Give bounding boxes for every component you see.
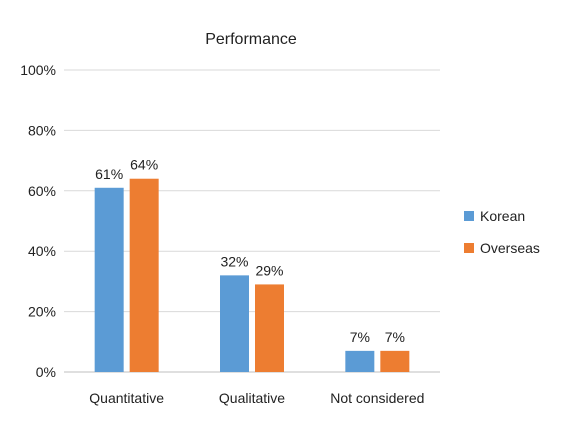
legend-swatch-overseas [464,243,474,253]
legend-label-overseas: Overseas [480,240,540,256]
gridlines [64,69,440,373]
bar-overseas-quantitative [129,178,159,372]
data-label: 61% [95,166,123,182]
y-tick-label: 40% [28,243,56,259]
bars [94,178,410,372]
y-tick-label: 0% [36,364,56,380]
data-label: 29% [255,262,283,278]
bar-korean-qualitative [220,275,249,372]
x-category-label: Qualitative [219,390,285,406]
bar-korean-quantitative [94,187,124,372]
data-labels: 61% 64% 32% 29% 7% 7% [95,157,405,345]
y-tick-label: 60% [28,183,56,199]
legend: Korean Overseas [464,208,540,256]
y-tick-label: 100% [20,62,56,78]
bar-korean-not-considered [345,350,375,372]
x-axis-categories: Quantitative Qualitative Not considered [89,390,424,406]
bar-overseas-not-considered [380,350,410,372]
data-label: 7% [350,329,370,345]
legend-swatch-korean [464,211,474,221]
data-label: 7% [385,329,405,345]
bar-overseas-qualitative [255,284,284,372]
y-tick-label: 80% [28,122,56,138]
data-label: 32% [220,253,248,269]
y-axis-ticks: 0% 20% 40% 60% 80% 100% [20,62,56,380]
y-tick-label: 20% [28,304,56,320]
data-label: 64% [130,157,158,173]
legend-label-korean: Korean [480,208,525,224]
chart-title: Performance [205,31,297,48]
x-category-label: Quantitative [89,390,164,406]
x-category-label: Not considered [330,390,424,406]
